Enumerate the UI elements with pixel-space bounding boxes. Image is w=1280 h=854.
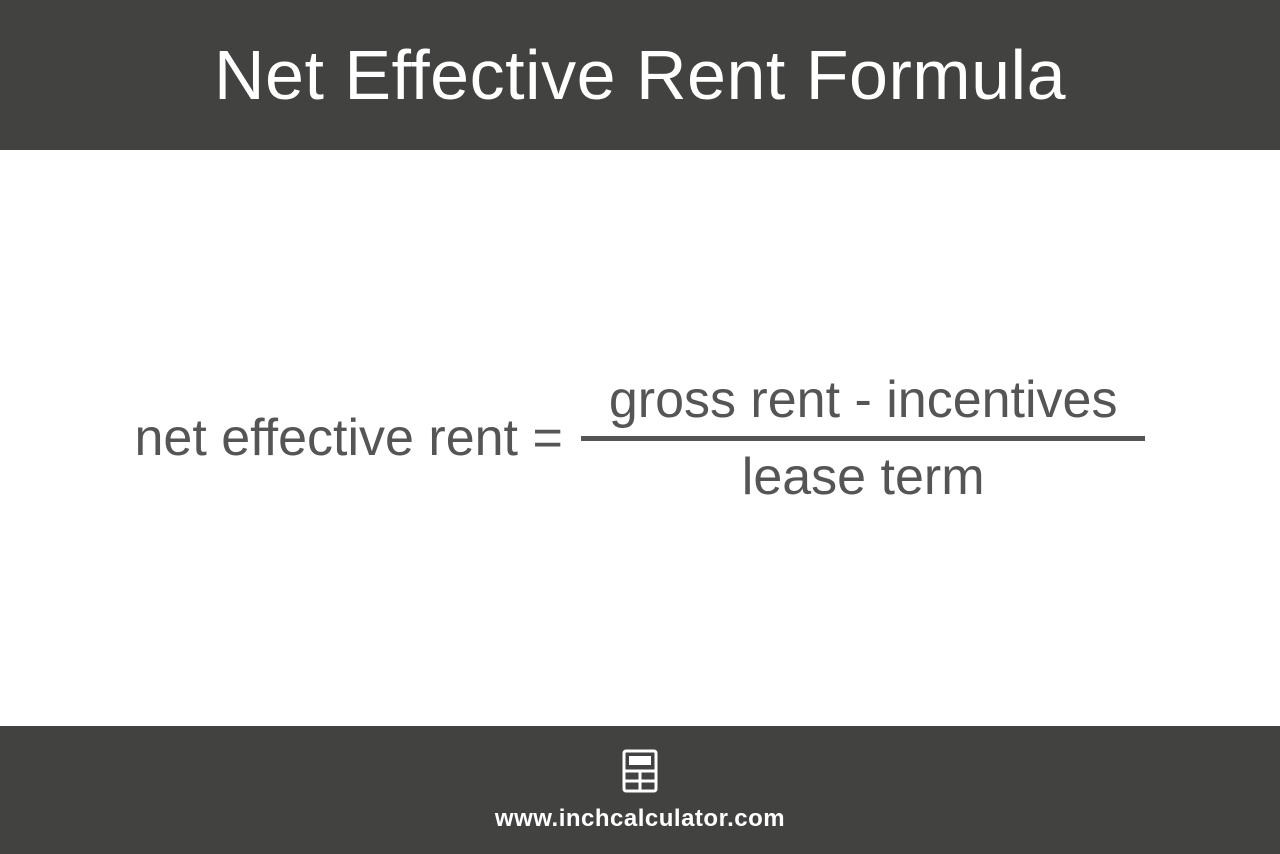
formula-lhs: net effective rent = [135,408,581,468]
formula-area: net effective rent = gross rent - incent… [0,150,1280,726]
calculator-icon [616,747,664,795]
formula-numerator: gross rent - incentives [581,362,1146,436]
footer-bar: www.inchcalculator.com [0,726,1280,854]
formula-denominator: lease term [714,441,1013,515]
formula: net effective rent = gross rent - incent… [135,362,1146,515]
header-bar: Net Effective Rent Formula [0,0,1280,150]
formula-fraction: gross rent - incentives lease term [581,362,1146,515]
page-title: Net Effective Rent Formula [214,35,1066,115]
footer-url: www.inchcalculator.com [495,805,785,833]
